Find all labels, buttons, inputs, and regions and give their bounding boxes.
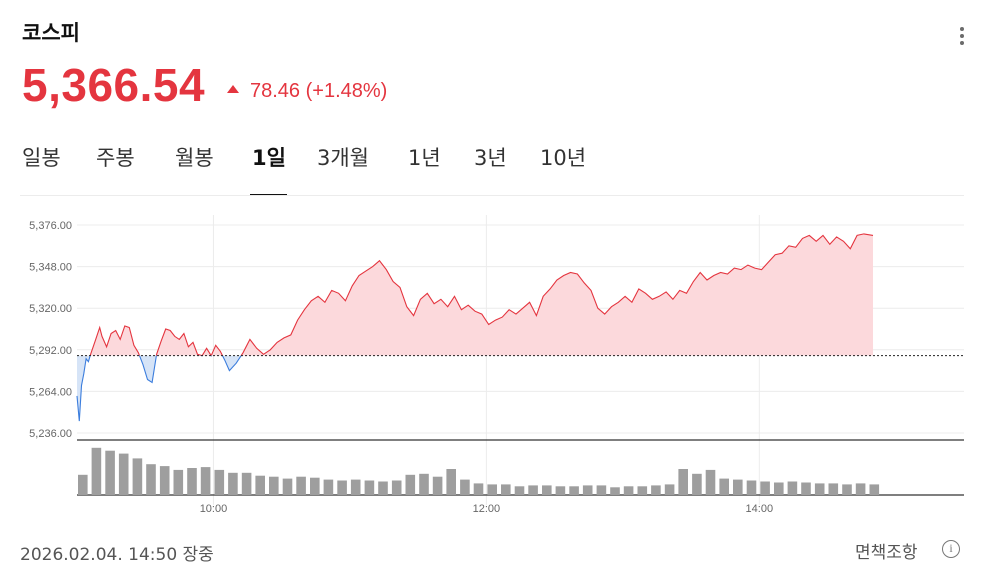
volume-bar — [432, 476, 443, 495]
index-title: 코스피 — [22, 21, 80, 45]
volume-bar — [705, 469, 716, 495]
volume-bar — [460, 479, 470, 495]
volume-bar — [228, 472, 238, 495]
period-tabs: 일봉 주봉 월봉 1일 3개월 1년 3년 10년 — [0, 138, 1002, 196]
volume-bar — [664, 484, 675, 495]
volume-bar — [146, 464, 156, 495]
tab-1day[interactable]: 1일 — [252, 146, 286, 170]
volume-bar — [719, 478, 729, 495]
tab-3years[interactable]: 3년 — [474, 146, 507, 170]
tab-3months[interactable]: 3개월 — [317, 146, 370, 170]
volume-bar — [528, 485, 538, 495]
y-tick-label: 5,376.00 — [29, 220, 72, 232]
volume-bar — [282, 478, 293, 495]
volume-bar — [678, 469, 688, 495]
triangle-up-icon — [227, 85, 239, 93]
volume-bar — [842, 484, 852, 495]
volume-bar — [787, 481, 798, 495]
volume-bar — [733, 479, 743, 495]
volume-bar — [692, 473, 702, 495]
volume-bar — [200, 467, 211, 495]
volume-bar — [501, 484, 511, 495]
volume-bar — [446, 469, 456, 495]
divider — [20, 195, 964, 196]
volume-bar — [255, 475, 265, 495]
volume-bar — [514, 486, 525, 495]
volume-bar — [869, 484, 880, 495]
volume-bar — [637, 486, 648, 495]
y-tick-label: 5,264.00 — [29, 386, 72, 398]
volume-bar — [555, 486, 566, 495]
volume-bar — [350, 479, 361, 495]
volume-bar — [623, 486, 634, 495]
tab-10years[interactable]: 10년 — [540, 146, 587, 170]
volume-bar — [241, 472, 252, 495]
volume-bar — [132, 458, 143, 495]
price-area-up — [90, 233, 874, 356]
volume-bar — [774, 482, 784, 495]
volume-bar — [105, 450, 115, 495]
x-tick-label: 10:00 — [200, 503, 228, 515]
volume-bar — [487, 484, 497, 495]
volume-bar — [173, 469, 184, 495]
volume-bar — [473, 483, 484, 495]
price-line-up — [89, 233, 874, 356]
tab-daily[interactable]: 일봉 — [22, 146, 61, 170]
volume-bar — [596, 485, 607, 495]
volume-bar — [118, 453, 129, 495]
volume-bar — [337, 480, 347, 495]
y-tick-label: 5,292.00 — [29, 345, 72, 357]
volume-bar — [419, 473, 429, 495]
volume-bar — [159, 466, 170, 495]
volume-bar — [610, 487, 620, 495]
tab-1year[interactable]: 1년 — [408, 146, 441, 170]
volume-bar — [269, 476, 279, 495]
x-tick-label: 14:00 — [746, 503, 774, 515]
volume-bar — [542, 485, 552, 495]
volume-bar — [651, 485, 661, 495]
volume-bar — [582, 485, 593, 495]
volume-bar — [814, 483, 825, 495]
tab-monthly[interactable]: 월봉 — [175, 146, 214, 170]
timestamp: 2026.02.04. 14:50 장중 — [20, 545, 214, 565]
volume-bar — [569, 486, 579, 495]
volume-bar — [187, 468, 197, 495]
x-tick-label: 12:00 — [473, 503, 501, 515]
volume-bar — [214, 469, 225, 495]
disclaimer-link[interactable]: 면책조항 — [855, 543, 918, 563]
tab-weekly[interactable]: 주봉 — [96, 146, 135, 170]
current-price: 5,366.54 — [22, 59, 206, 111]
price-change: 78.46 (+1.48%) — [250, 80, 388, 102]
volume-bar — [855, 483, 866, 495]
volume-bar — [391, 480, 402, 495]
volume-bar — [746, 480, 757, 495]
y-tick-label: 5,320.00 — [29, 303, 72, 315]
volume-bar — [323, 479, 334, 495]
volume-bar — [310, 477, 320, 495]
volume-bar — [91, 447, 102, 495]
volume-bar — [78, 474, 88, 495]
intraday-chart[interactable]: 5,376.00 5,348.00 5,320.00 5,292.00 5,264.00… — [0, 200, 1002, 525]
volume-bar — [405, 474, 416, 495]
volume-bar — [378, 481, 388, 495]
y-tick-label: 5,348.00 — [29, 262, 72, 274]
more-options-icon[interactable] — [950, 22, 974, 50]
volume-bar — [364, 480, 375, 495]
volume-bar — [760, 481, 770, 495]
volume-bar — [801, 482, 811, 495]
volume-bar — [296, 476, 306, 495]
volume-bar — [828, 483, 839, 495]
y-tick-label: 5,236.00 — [29, 428, 72, 440]
info-icon[interactable]: i — [942, 540, 960, 558]
